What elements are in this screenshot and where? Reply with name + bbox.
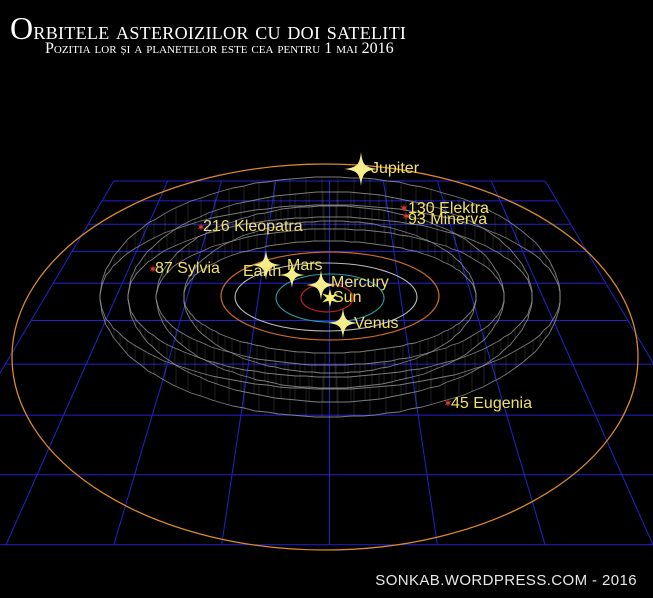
svg-text:Venus: Venus (354, 315, 398, 332)
svg-text:45 Eugenia: 45 Eugenia (451, 395, 532, 412)
svg-text:216 Kleopatra: 216 Kleopatra (203, 218, 303, 235)
svg-text:Earth: Earth (243, 263, 281, 280)
svg-text:93 Minerva: 93 Minerva (408, 211, 487, 228)
svg-text:87 Sylvia: 87 Sylvia (155, 260, 220, 277)
svg-text:Sun: Sun (333, 289, 361, 306)
svg-text:Jupiter: Jupiter (371, 160, 420, 177)
svg-text:Mars: Mars (287, 257, 323, 274)
